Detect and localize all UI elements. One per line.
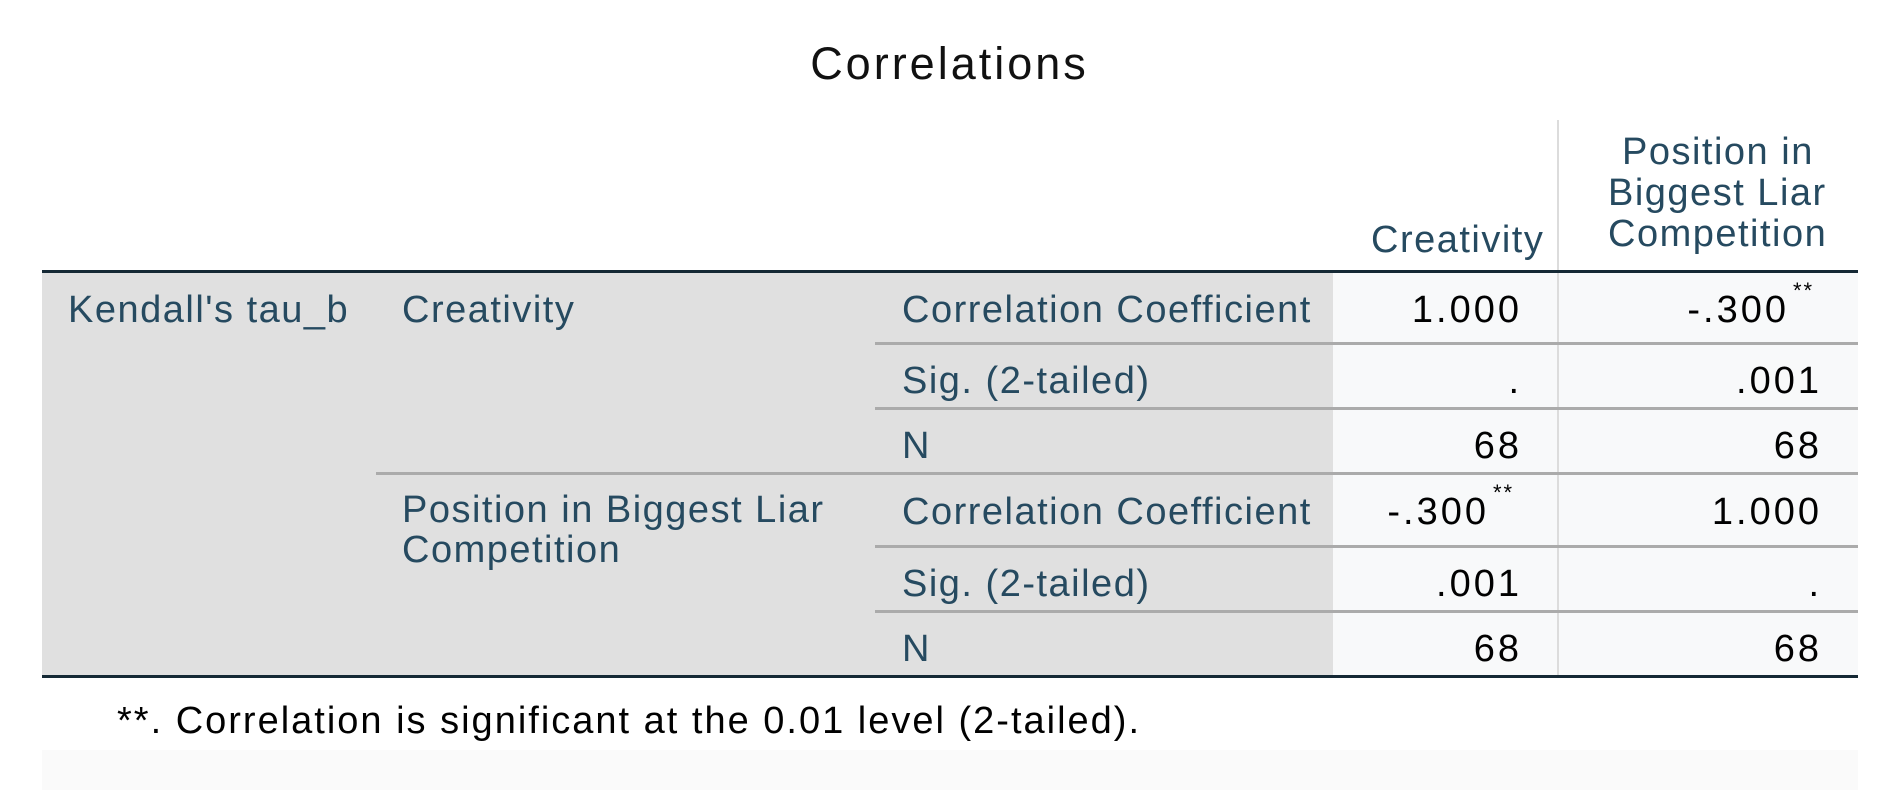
table-title: Correlations (810, 38, 1089, 89)
row-divider (875, 342, 1858, 345)
column-header-creativity: Creativity (1371, 219, 1545, 261)
cell-value: -.300 (1387, 491, 1489, 533)
variable-label-creativity: Creativity (402, 289, 576, 331)
column-header-position-line2: Biggest Liar (1608, 172, 1827, 214)
cell-value: .001 (1436, 563, 1522, 605)
stat-label: N (902, 628, 931, 670)
stat-label: Correlation Coefficient (902, 289, 1312, 331)
stat-label: N (902, 425, 931, 467)
significance-marker: ** (1493, 480, 1515, 505)
variable-label-position-line1: Position in Biggest Liar (402, 489, 825, 531)
cell-value: -.300 (1687, 289, 1789, 331)
table-footer-band (42, 750, 1858, 790)
cell-value: 1.000 (1411, 289, 1522, 331)
group-divider (376, 472, 1858, 475)
cell-value: 68 (1773, 425, 1822, 467)
significance-marker: ** (1793, 278, 1815, 303)
row-divider (875, 407, 1858, 410)
header-bottom-rule (42, 270, 1858, 273)
variable-label-position-line2: Competition (402, 529, 622, 571)
cell-value: 1.000 (1711, 491, 1822, 533)
method-label: Kendall's tau_b (68, 289, 350, 331)
cell-value: 68 (1473, 628, 1522, 670)
cell-value: . (1808, 563, 1822, 605)
stat-label: Sig. (2-tailed) (902, 563, 1151, 605)
cell-value: . (1508, 360, 1522, 402)
row-divider (875, 610, 1858, 613)
table-bottom-rule (42, 675, 1858, 678)
footnote: **. Correlation is significant at the 0.… (117, 700, 1142, 742)
cell-value: 68 (1773, 628, 1822, 670)
stat-label: Sig. (2-tailed) (902, 360, 1151, 402)
cell-value: .001 (1736, 360, 1822, 402)
row-divider (875, 545, 1858, 548)
stat-label: Correlation Coefficient (902, 491, 1312, 533)
column-header-position-line3: Competition (1608, 213, 1828, 255)
column-header-position-line1: Position in (1622, 131, 1814, 173)
header-column-divider (1557, 120, 1559, 270)
cell-value: 68 (1473, 425, 1522, 467)
